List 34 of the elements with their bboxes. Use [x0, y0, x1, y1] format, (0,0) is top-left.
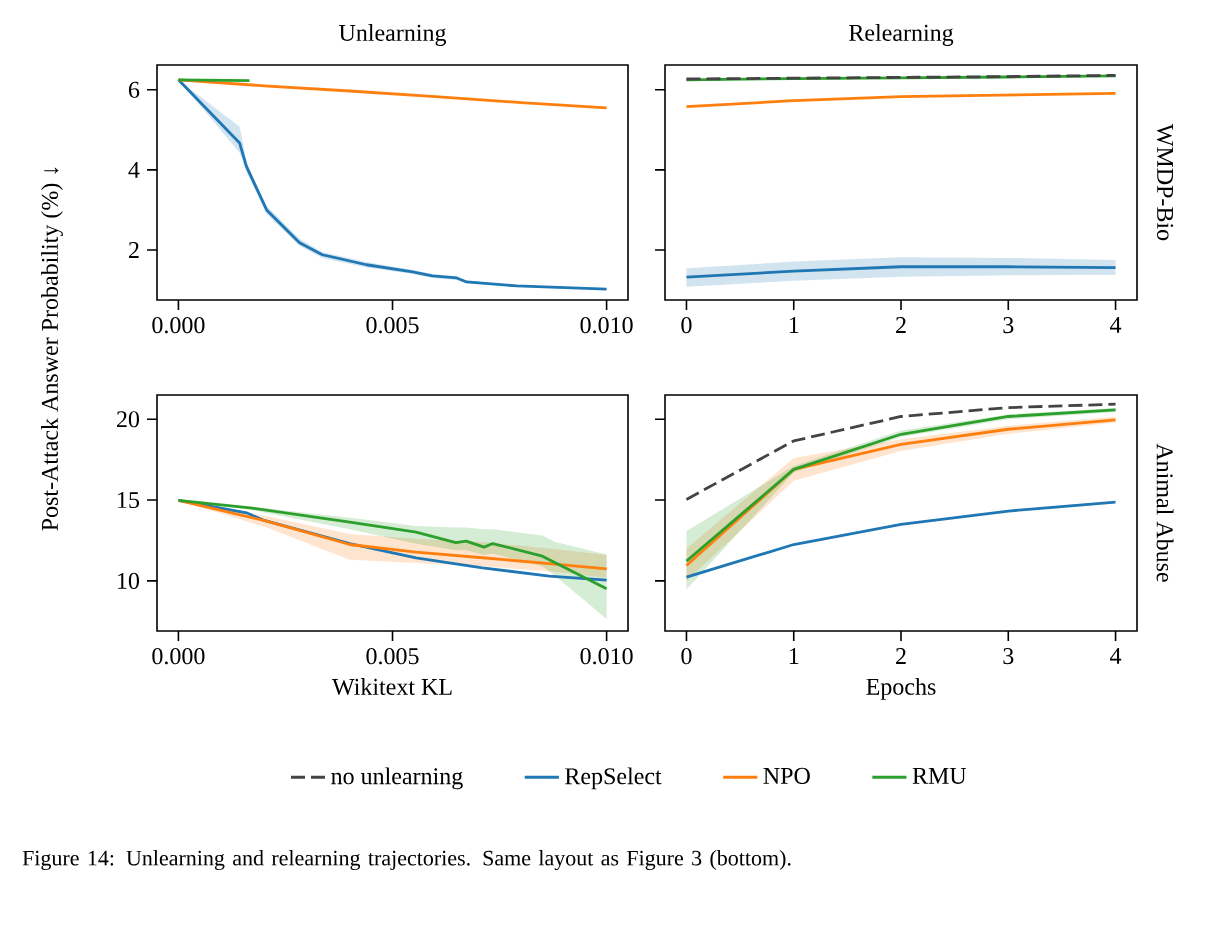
y-tick-label: 10: [118, 572, 140, 589]
chart-title: Relearning: [849, 24, 954, 46]
legend-label: RepSelect: [565, 767, 662, 790]
x-tick-label: 3: [1003, 317, 1014, 334]
y-tick-label: 4: [128, 161, 140, 178]
x-tick-label: 0.010: [580, 648, 633, 665]
caption: Figure 14: Unlearning and relearning trajectories. Same layout as Figure 3 (bottom).: [22, 850, 791, 871]
legend-label: RMU: [912, 767, 967, 784]
y-tick-label: 2: [129, 241, 139, 258]
x-tick-label: 4: [1110, 317, 1122, 333]
x-tick-label: 0.010: [580, 317, 633, 334]
x-axis-title: Wikitext KL: [332, 678, 452, 696]
x-tick-label: 1: [789, 317, 799, 333]
x-tick-label: 3: [1003, 648, 1014, 665]
x-axis-title: Epochs: [866, 677, 936, 700]
x-tick-label: 0.000: [152, 648, 205, 665]
x-tick-label: 0: [681, 317, 692, 334]
x-tick-label: 0.005: [366, 317, 419, 334]
chart-title: Unlearning: [339, 24, 447, 46]
legend-label: no unlearning: [331, 767, 463, 790]
y-tick-label: 15: [118, 492, 140, 509]
y-tick-label: 20: [117, 411, 140, 428]
y2-axis-title: WMDP-Bio: [1156, 123, 1174, 241]
x-tick-label: 1: [789, 648, 799, 664]
x-tick-label: 2: [896, 317, 906, 333]
x-tick-label: 4: [1110, 648, 1122, 664]
x-tick-label: 2: [896, 648, 906, 664]
x-tick-label: 0.000: [152, 317, 205, 334]
y2-axis-title: Animal Abuse: [1156, 443, 1174, 582]
y-axis-title: Post-Attack Answer Probability (%) ↓: [41, 167, 63, 531]
legend-label: NPO: [763, 767, 810, 784]
x-tick-label: 0.005: [366, 648, 419, 665]
y-tick-label: 6: [128, 81, 140, 98]
x-tick-label: 0: [681, 648, 692, 665]
